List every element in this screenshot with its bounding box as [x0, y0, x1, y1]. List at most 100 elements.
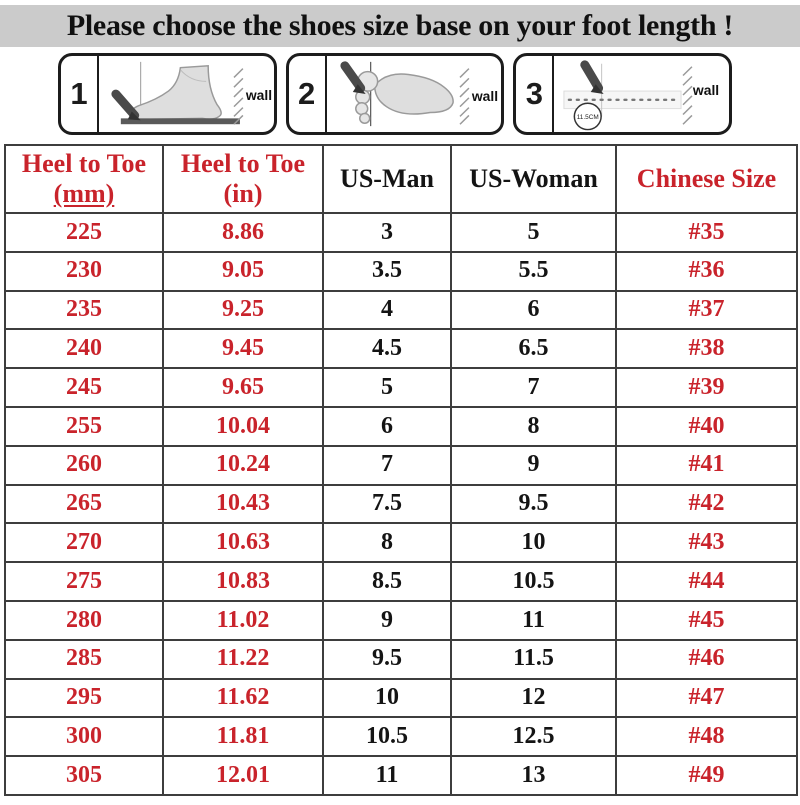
table-row: 275 10.83 8.5 10.5 #44	[4, 561, 798, 602]
table-cell: 9.05	[162, 250, 324, 292]
table-cell: 4	[322, 289, 452, 331]
ruler-icon: 11.5CM wall	[563, 60, 720, 131]
column-header: US-Woman	[450, 144, 617, 214]
table-row: 245 9.65 5 7 #39	[4, 367, 798, 408]
table-cell: 11.5	[450, 638, 617, 680]
table-row: 240 9.45 4.5 6.5 #38	[4, 328, 798, 370]
table-cell: 10.5	[322, 716, 452, 758]
wall-label: wall	[471, 89, 498, 104]
measure-length-label: 11.5CM	[577, 114, 599, 121]
table-cell: 3	[322, 212, 452, 253]
measuring-ruler-illustration: 11.5CM wall	[554, 56, 729, 132]
table-cell: 12	[450, 677, 617, 719]
footprint-icon: wall	[340, 61, 498, 127]
table-cell: #39	[615, 367, 798, 408]
table-cell: 295	[4, 677, 164, 719]
title-band: Please choose the shoes size base on you…	[0, 5, 800, 47]
table-cell: 6.5	[450, 328, 617, 370]
table-cell: 11.02	[162, 599, 324, 641]
table-row: 230 9.05 3.5 5.5 #36	[4, 250, 798, 292]
table-cell: 265	[4, 483, 164, 525]
table-cell: 11	[322, 755, 452, 796]
page-title: Please choose the shoes size base on you…	[66, 9, 734, 42]
footprint-top-view-illustration: wall	[327, 56, 502, 132]
table-cell: #40	[615, 405, 798, 447]
table-cell: 270	[4, 522, 164, 564]
table-cell: 280	[4, 599, 164, 641]
column-header-line1: US-Man	[340, 164, 434, 194]
table-cell: 5.5	[450, 250, 617, 292]
table-row: 285 11.22 9.5 11.5 #46	[4, 638, 798, 680]
table-cell: 285	[4, 638, 164, 680]
column-header: US-Man	[322, 144, 452, 214]
table-row: 255 10.04 6 8 #40	[4, 405, 798, 447]
table-cell: 9	[450, 444, 617, 486]
table-cell: 305	[4, 755, 164, 796]
table-cell: 10	[450, 522, 617, 564]
table-cell: #47	[615, 677, 798, 719]
table-row: 260 10.24 7 9 #41	[4, 444, 798, 486]
table-cell: 5	[322, 367, 452, 408]
table-cell: 6	[450, 289, 617, 331]
table-cell: 8.86	[162, 212, 324, 253]
foot-side-view-illustration: wall	[99, 56, 274, 132]
table-cell: #43	[615, 522, 798, 564]
table-cell: #44	[615, 561, 798, 602]
table-cell: 300	[4, 716, 164, 758]
table-cell: 11.22	[162, 638, 324, 680]
column-header-line2: (mm)	[53, 179, 115, 208]
table-cell: 5	[450, 212, 617, 253]
table-cell: 10.63	[162, 522, 324, 564]
table-cell: 7.5	[322, 483, 452, 525]
table-cell: 9.25	[162, 289, 324, 331]
table-row: 265 10.43 7.5 9.5 #42	[4, 483, 798, 525]
wall-label: wall	[692, 83, 719, 98]
table-cell: 13	[450, 755, 617, 796]
table-row: 280 11.02 9 11 #45	[4, 599, 798, 641]
step-number: 1	[61, 56, 99, 132]
table-cell: 10.43	[162, 483, 324, 525]
foot-side-view-icon: wall	[111, 61, 272, 125]
measuring-instructions: 1 wall 2	[0, 47, 800, 135]
shoe-size-table: Heel to Toe (mm) Heel to Toe (in) US-Man US-W…	[4, 144, 798, 796]
table-cell: #49	[615, 755, 798, 796]
table-cell: 9.5	[450, 483, 617, 525]
table-row: 305 12.01 11 13 #49	[4, 755, 798, 796]
table-cell: 255	[4, 405, 164, 447]
table-cell: #37	[615, 289, 798, 331]
table-cell: 9	[322, 599, 452, 641]
table-cell: #36	[615, 250, 798, 292]
table-cell: 9.5	[322, 638, 452, 680]
table-cell: 9.45	[162, 328, 324, 370]
table-row: 225 8.86 3 5 #35	[4, 212, 798, 253]
table-cell: #45	[615, 599, 798, 641]
table-row: 295 11.62 10 12 #47	[4, 677, 798, 719]
table-cell: 10.83	[162, 561, 324, 602]
table-cell: 7	[450, 367, 617, 408]
column-header-line1: US-Woman	[469, 164, 598, 194]
table-cell: 10.24	[162, 444, 324, 486]
table-cell: 275	[4, 561, 164, 602]
table-cell: 8.5	[322, 561, 452, 602]
step-number: 3	[516, 56, 555, 132]
table-cell: 10.04	[162, 405, 324, 447]
column-header-line1: Heel to Toe	[180, 149, 306, 179]
table-cell: 260	[4, 444, 164, 486]
table-cell: 225	[4, 212, 164, 253]
table-cell: 8	[322, 522, 452, 564]
table-cell: 3.5	[322, 250, 452, 292]
table-cell: 230	[4, 250, 164, 292]
column-header-line2: (in)	[223, 179, 263, 208]
table-cell: #42	[615, 483, 798, 525]
table-row: 270 10.63 8 10 #43	[4, 522, 798, 564]
column-header: Heel to Toe (in)	[162, 144, 324, 214]
table-cell: 10	[322, 677, 452, 719]
table-cell: 7	[322, 444, 452, 486]
table-row: 300 11.81 10.5 12.5 #48	[4, 716, 798, 758]
table-cell: 240	[4, 328, 164, 370]
column-header-line1: Chinese Size	[636, 164, 777, 194]
table-cell: 12.5	[450, 716, 617, 758]
column-header: Chinese Size	[615, 144, 798, 214]
table-cell: 10.5	[450, 561, 617, 602]
column-header: Heel to Toe (mm)	[4, 144, 164, 214]
